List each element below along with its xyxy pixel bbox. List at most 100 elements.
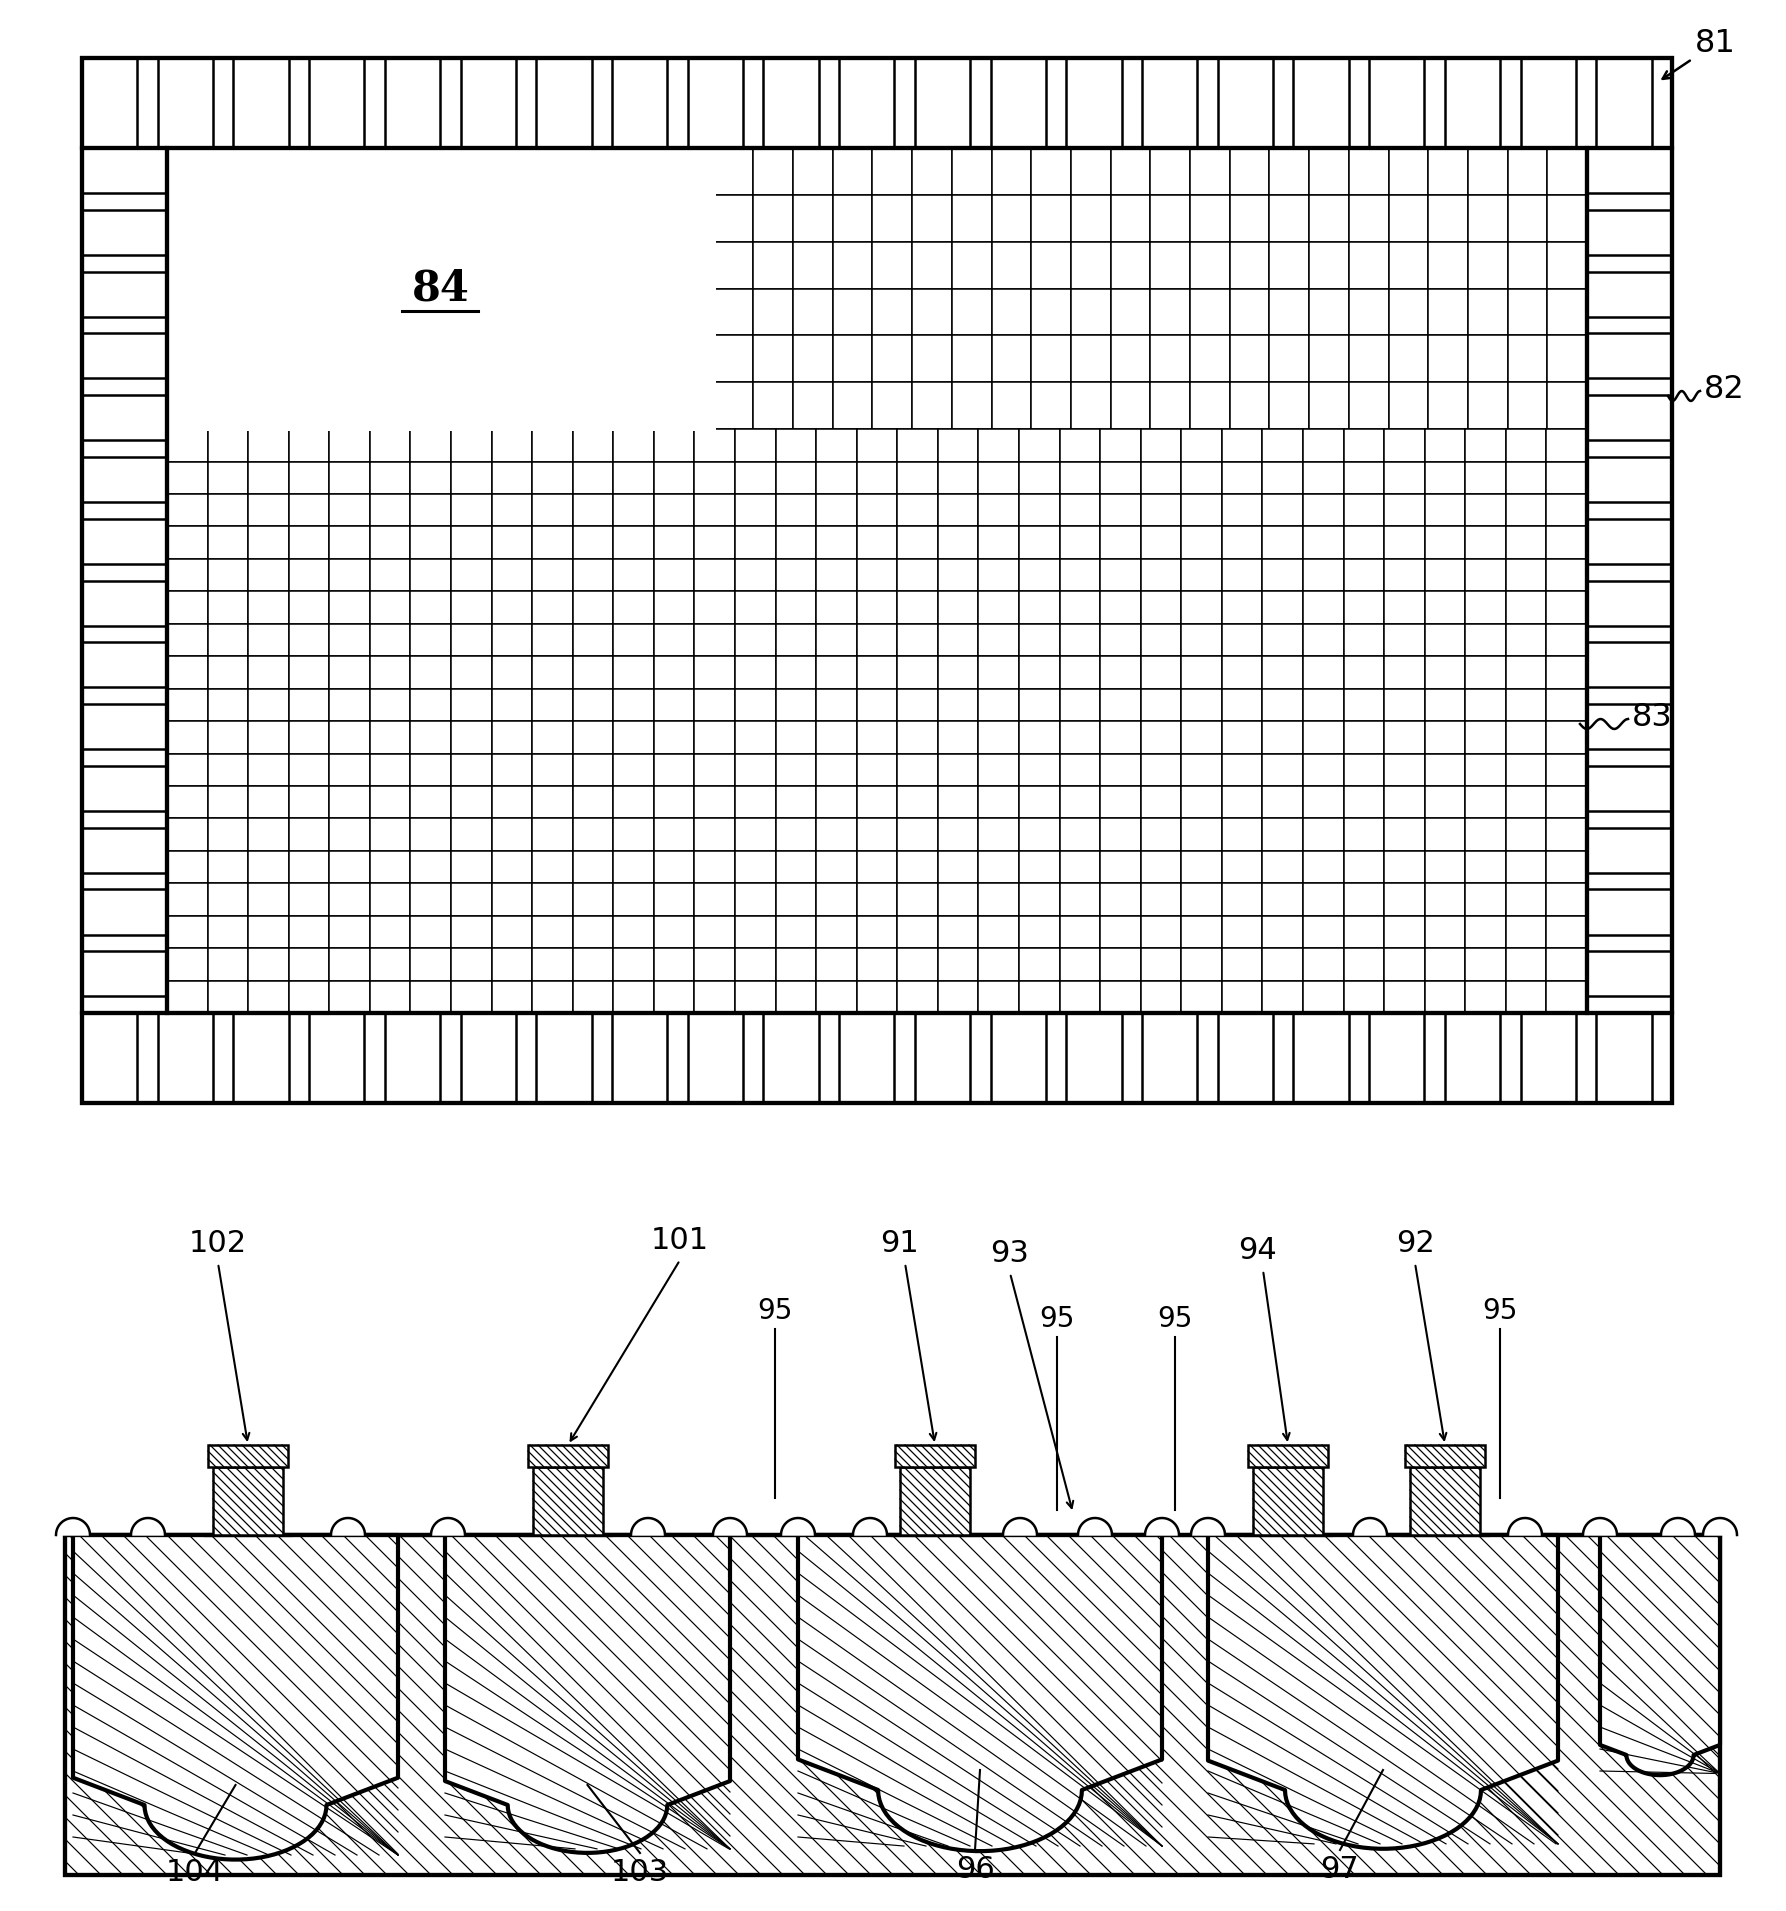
Bar: [913, 241, 952, 289]
Bar: [289, 430, 329, 462]
Polygon shape: [630, 1517, 664, 1535]
Bar: [207, 785, 248, 818]
Bar: [1248, 1445, 1329, 1468]
Bar: [1468, 147, 1507, 195]
Bar: [168, 147, 716, 432]
Polygon shape: [1272, 1517, 1306, 1535]
Bar: [816, 850, 857, 883]
Bar: [82, 581, 168, 625]
Bar: [991, 147, 1031, 195]
Bar: [1506, 558, 1547, 590]
Bar: [248, 948, 289, 980]
Bar: [873, 241, 913, 289]
Polygon shape: [330, 1517, 364, 1535]
Bar: [157, 1013, 213, 1103]
Bar: [793, 195, 832, 241]
Bar: [1141, 948, 1181, 980]
Bar: [1465, 526, 1506, 558]
Bar: [1520, 1013, 1575, 1103]
Bar: [938, 526, 979, 558]
Bar: [82, 703, 168, 749]
Bar: [1588, 457, 1672, 503]
Bar: [1263, 430, 1304, 462]
Bar: [82, 210, 168, 254]
Text: 95: 95: [1157, 1305, 1193, 1334]
Text: 93: 93: [991, 1238, 1029, 1269]
Bar: [309, 1013, 364, 1103]
Bar: [64, 1535, 1720, 1875]
Polygon shape: [1704, 1517, 1738, 1535]
Bar: [329, 655, 370, 688]
Bar: [979, 850, 1020, 883]
Bar: [1231, 289, 1270, 336]
Bar: [384, 57, 439, 147]
Bar: [1343, 753, 1384, 785]
Bar: [1425, 980, 1465, 1013]
Bar: [207, 526, 248, 558]
Bar: [1059, 818, 1100, 850]
Bar: [1384, 526, 1425, 558]
Bar: [816, 462, 857, 495]
Bar: [1507, 382, 1547, 430]
Bar: [1547, 147, 1588, 195]
Polygon shape: [130, 1517, 164, 1535]
Bar: [1547, 623, 1588, 655]
Bar: [1020, 462, 1059, 495]
Bar: [1072, 336, 1111, 382]
Bar: [1465, 430, 1506, 462]
Bar: [248, 720, 289, 753]
Bar: [1059, 558, 1100, 590]
Bar: [532, 462, 573, 495]
Bar: [857, 430, 897, 462]
Bar: [775, 850, 816, 883]
Bar: [491, 655, 532, 688]
Bar: [695, 655, 736, 688]
Text: 95: 95: [1039, 1305, 1075, 1334]
Bar: [654, 980, 695, 1013]
Bar: [289, 688, 329, 720]
Bar: [1181, 430, 1222, 462]
Bar: [411, 495, 452, 526]
Bar: [491, 688, 532, 720]
Bar: [1304, 590, 1343, 623]
Bar: [452, 623, 491, 655]
Bar: [370, 980, 411, 1013]
Bar: [688, 1013, 743, 1103]
Bar: [532, 883, 573, 915]
Bar: [1429, 147, 1468, 195]
Bar: [452, 818, 491, 850]
Bar: [329, 462, 370, 495]
Bar: [1020, 753, 1059, 785]
Bar: [157, 57, 213, 147]
Bar: [491, 915, 532, 948]
Bar: [248, 980, 289, 1013]
Bar: [1506, 688, 1547, 720]
Bar: [938, 462, 979, 495]
Bar: [1100, 655, 1141, 688]
Bar: [1111, 195, 1150, 241]
Bar: [736, 590, 775, 623]
Bar: [897, 720, 938, 753]
Bar: [1304, 720, 1343, 753]
Bar: [82, 57, 1672, 1103]
Bar: [329, 915, 370, 948]
Bar: [248, 590, 289, 623]
Bar: [938, 980, 979, 1013]
Bar: [736, 623, 775, 655]
Bar: [1222, 688, 1263, 720]
Bar: [1141, 57, 1197, 147]
Bar: [1181, 526, 1222, 558]
Bar: [1141, 558, 1181, 590]
Bar: [411, 948, 452, 980]
Bar: [207, 720, 248, 753]
Bar: [695, 462, 736, 495]
Bar: [452, 558, 491, 590]
Polygon shape: [780, 1517, 814, 1535]
Bar: [1547, 980, 1588, 1013]
Bar: [736, 883, 775, 915]
Bar: [979, 655, 1020, 688]
Bar: [1059, 720, 1100, 753]
Bar: [1388, 336, 1429, 382]
Bar: [573, 720, 613, 753]
Bar: [1304, 915, 1343, 948]
